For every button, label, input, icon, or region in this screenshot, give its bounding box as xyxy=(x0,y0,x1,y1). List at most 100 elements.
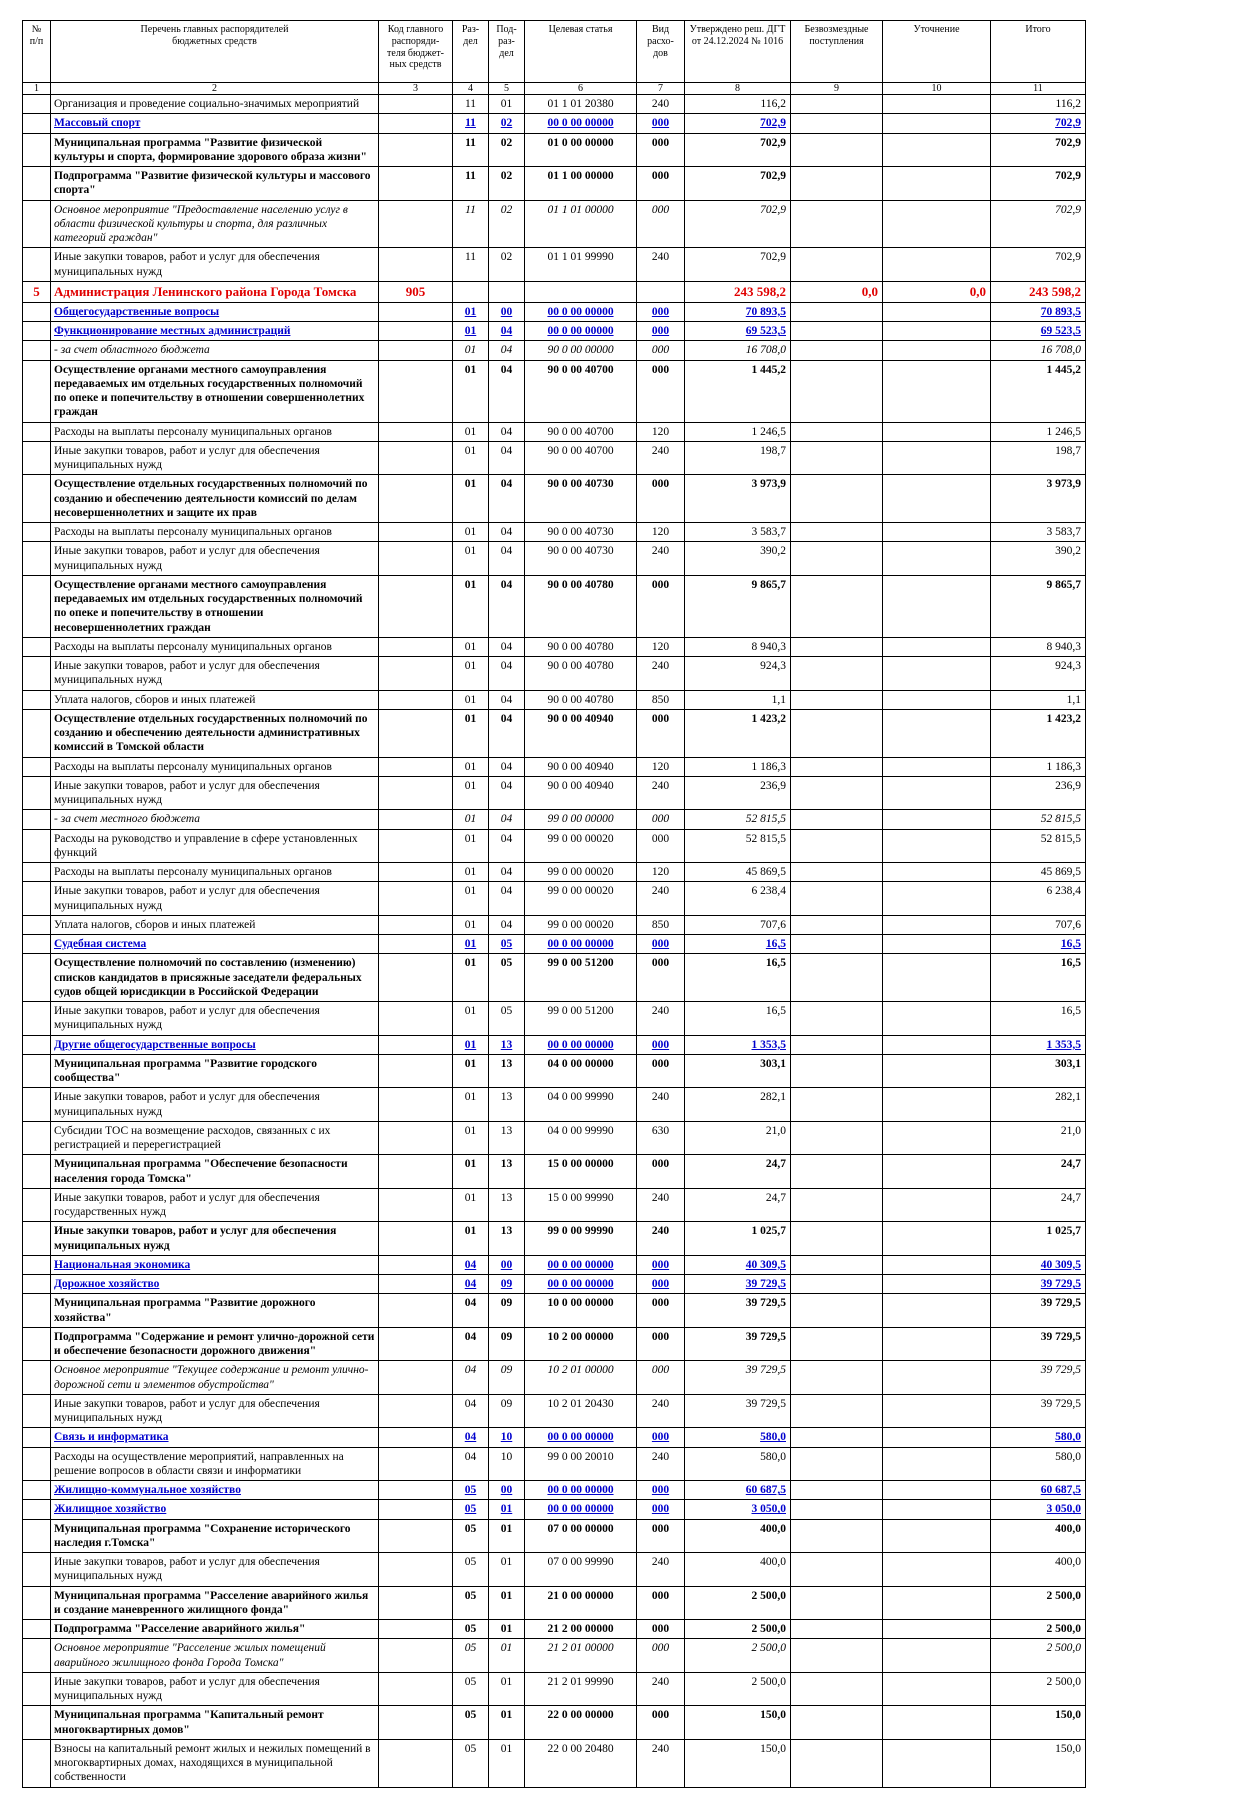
razdel-cell: 05 xyxy=(452,1552,489,1587)
approved-amount-cell: 24,7 xyxy=(684,1154,791,1189)
expense-name-cell: Иные закупки товаров, работ и услуг для … xyxy=(50,1221,379,1256)
approved-amount-cell: 1 025,7 xyxy=(684,1221,791,1256)
gratuitous-amount-cell xyxy=(790,636,883,658)
podrazdel-cell: 01 xyxy=(488,1638,525,1673)
col-header-target-article: Целевая статья xyxy=(524,20,637,83)
table-row: Иные закупки товаров, работ и услуг для … xyxy=(22,775,1086,811)
grbs-code-cell xyxy=(378,1154,453,1189)
total-amount-cell: 69 523,5 xyxy=(990,321,1086,342)
podrazdel-cell: 04 xyxy=(488,522,525,543)
table-row: Муниципальная программа "Развитие городс… xyxy=(22,1053,1086,1089)
razdel-cell: 04 xyxy=(452,1326,489,1362)
grbs-code-cell xyxy=(378,656,453,691)
expense-name-cell: Функционирование местных администраций xyxy=(50,321,379,342)
podrazdel-cell: 13 xyxy=(488,1034,525,1055)
column-number-label: 6 xyxy=(524,82,637,95)
approved-amount-cell: 2 500,0 xyxy=(684,1671,791,1707)
total-amount-cell: 303,1 xyxy=(990,1053,1086,1089)
table-row: Муниципальная программа "Обеспечение без… xyxy=(22,1154,1086,1189)
expense-name-cell: Иные закупки товаров, работ и услуг для … xyxy=(50,1001,379,1036)
grbs-code-cell xyxy=(378,1293,453,1328)
expense-type-cell: 240 xyxy=(636,1187,685,1223)
adjustment-amount-cell xyxy=(882,1705,991,1740)
razdel-cell: 01 xyxy=(452,1034,489,1055)
grbs-code-cell xyxy=(378,1254,453,1276)
gratuitous-amount-cell xyxy=(790,574,883,638)
table-row: Жилищно-коммунальное хозяйство 05 00 00 0 0… xyxy=(22,1480,1086,1501)
table-row: Муниципальная программа "Развитие физиче… xyxy=(22,132,1086,167)
expense-name-cell: Иные закупки товаров, работ и услуг для … xyxy=(50,541,379,576)
expense-name-cell: Подпрограмма "Содержание и ремонт улично… xyxy=(50,1326,379,1362)
row-number-cell xyxy=(22,1034,51,1055)
total-amount-cell: 39 729,5 xyxy=(990,1274,1086,1295)
target-article-cell: 00 0 00 00000 xyxy=(524,1034,637,1055)
expense-name-cell: Основное мероприятие "Текущее содержание… xyxy=(50,1360,379,1395)
target-article-cell: 90 0 00 40700 xyxy=(524,421,637,442)
expense-name-cell: Взносы на капитальный ремонт жилых и неж… xyxy=(50,1738,379,1788)
gratuitous-amount-cell: 0,0 xyxy=(790,280,883,303)
approved-amount-cell: 236,9 xyxy=(684,775,791,811)
razdel-cell: 01 xyxy=(452,440,489,476)
expense-name-cell: Муниципальная программа "Развитие дорожн… xyxy=(50,1293,379,1328)
row-number-cell xyxy=(22,809,51,830)
target-article-cell: 90 0 00 40700 xyxy=(524,440,637,476)
grbs-code-cell xyxy=(378,1638,453,1673)
podrazdel-cell: 13 xyxy=(488,1087,525,1122)
expense-name-cell: Расходы на выплаты персоналу муниципальн… xyxy=(50,756,379,777)
grbs-code-cell xyxy=(378,636,453,658)
grbs-code-cell xyxy=(378,1738,453,1788)
table-row: Иные закупки товаров, работ и услуг для … xyxy=(22,1552,1086,1587)
expense-name-cell: Расходы на выплаты персоналу муниципальн… xyxy=(50,522,379,543)
table-row: Муниципальная программа "Развитие дорожн… xyxy=(22,1293,1086,1328)
gratuitous-amount-cell xyxy=(790,1187,883,1223)
table-row: Иные закупки товаров, работ и услуг для … xyxy=(22,247,1086,282)
target-article-cell: 99 0 00 00020 xyxy=(524,881,637,916)
expense-type-cell: 240 xyxy=(636,881,685,916)
grbs-code-cell xyxy=(378,301,453,323)
total-amount-cell: 150,0 xyxy=(990,1705,1086,1740)
table-row: Общегосударственные вопросы 01 00 00 0 00 0… xyxy=(22,301,1086,323)
table-row: Дорожное хозяйство 04 09 00 0 00 00000 000 39… xyxy=(22,1274,1086,1295)
total-amount-cell: 1 423,2 xyxy=(990,708,1086,758)
expense-name-cell: Иные закупки товаров, работ и услуг для … xyxy=(50,1087,379,1122)
gratuitous-amount-cell xyxy=(790,321,883,342)
row-number-cell xyxy=(22,1671,51,1707)
adjustment-amount-cell xyxy=(882,1187,991,1223)
expense-type-cell: 000 xyxy=(636,1705,685,1740)
razdel-cell: 01 xyxy=(452,1120,489,1156)
table-row: Иные закупки товаров, работ и услуг для … xyxy=(22,1087,1086,1122)
target-article-cell: 99 0 00 51200 xyxy=(524,1001,637,1036)
razdel-cell: 01 xyxy=(452,636,489,658)
table-row: Осуществление отдельных государственных … xyxy=(22,708,1086,758)
grbs-code-cell xyxy=(378,113,453,134)
expense-name-cell: - за счет областного бюджета xyxy=(50,340,379,361)
podrazdel-cell: 02 xyxy=(488,113,525,134)
total-amount-cell: 2 500,0 xyxy=(990,1638,1086,1673)
adjustment-amount-cell xyxy=(882,881,991,916)
row-number-cell xyxy=(22,1187,51,1223)
table-row: Осуществление органами местного самоупра… xyxy=(22,359,1086,423)
adjustment-amount-cell xyxy=(882,862,991,883)
expense-type-cell: 000 xyxy=(636,474,685,524)
approved-amount-cell: 39 729,5 xyxy=(684,1393,791,1429)
gratuitous-amount-cell xyxy=(790,1087,883,1122)
expense-name-cell: Муниципальная программа "Развитие физиче… xyxy=(50,132,379,167)
expense-type-cell: 240 xyxy=(636,541,685,576)
row-number-cell xyxy=(22,1360,51,1395)
grbs-code-cell xyxy=(378,1393,453,1429)
gratuitous-amount-cell xyxy=(790,756,883,777)
expense-type-cell: 000 xyxy=(636,301,685,323)
approved-amount-cell: 60 687,5 xyxy=(684,1480,791,1501)
target-article-cell: 00 0 00 00000 xyxy=(524,1254,637,1276)
target-article-cell: 99 0 00 99990 xyxy=(524,1221,637,1256)
razdel-cell: 05 xyxy=(452,1638,489,1673)
target-article-cell: 99 0 00 20010 xyxy=(524,1446,637,1482)
adjustment-amount-cell xyxy=(882,1738,991,1788)
podrazdel-cell: 09 xyxy=(488,1360,525,1395)
adjustment-amount-cell xyxy=(882,1480,991,1501)
row-number-cell xyxy=(22,574,51,638)
table-row: Основное мероприятие "Текущее содержание… xyxy=(22,1360,1086,1395)
podrazdel-cell: 04 xyxy=(488,775,525,811)
expense-type-cell: 000 xyxy=(636,132,685,167)
razdel-cell: 01 xyxy=(452,1087,489,1122)
